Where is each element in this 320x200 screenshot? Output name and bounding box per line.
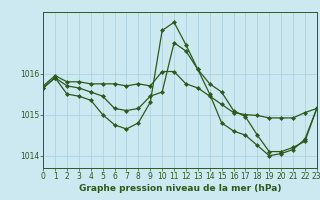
- X-axis label: Graphe pression niveau de la mer (hPa): Graphe pression niveau de la mer (hPa): [79, 184, 281, 193]
